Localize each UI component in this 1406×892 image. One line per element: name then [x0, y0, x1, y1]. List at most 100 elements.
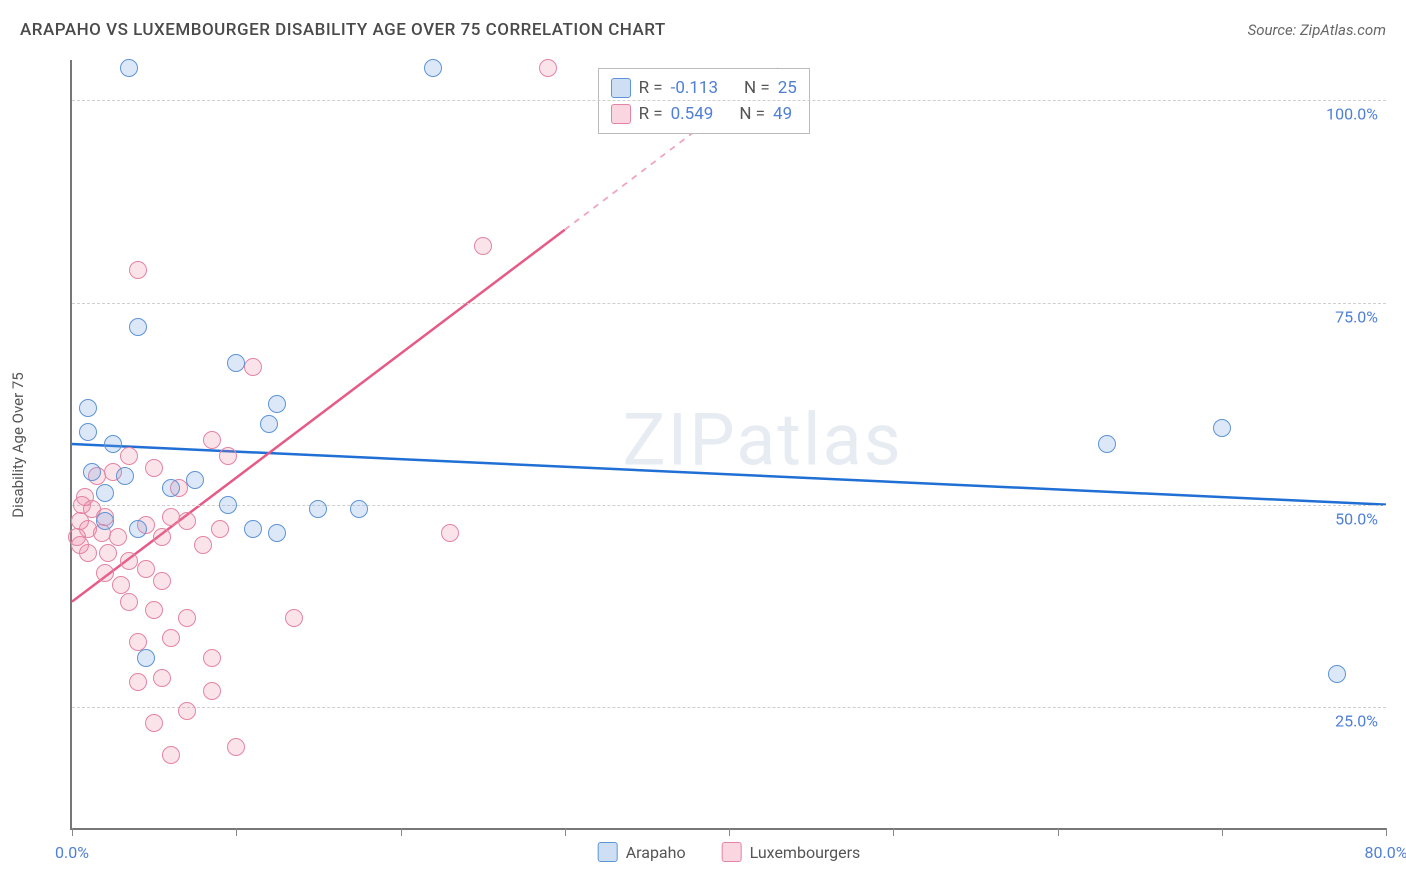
data-point-luxembourgers	[120, 552, 138, 570]
x-tick	[1386, 828, 1387, 836]
data-point-luxembourgers	[73, 496, 91, 514]
data-point-luxembourgers	[178, 702, 196, 720]
data-point-arapaho	[309, 500, 327, 518]
x-tick	[1222, 828, 1223, 836]
data-point-arapaho	[162, 479, 180, 497]
data-point-luxembourgers	[203, 431, 221, 449]
y-tick-label: 75.0%	[1335, 307, 1378, 326]
n-value-arapaho: 25	[778, 78, 797, 98]
x-tick	[565, 828, 566, 836]
n-label: N =	[744, 78, 770, 98]
y-tick-label: 50.0%	[1335, 509, 1378, 528]
data-point-arapaho	[137, 649, 155, 667]
data-point-arapaho	[120, 59, 138, 77]
gridline	[72, 100, 1386, 101]
data-point-luxembourgers	[194, 536, 212, 554]
data-point-luxembourgers	[441, 524, 459, 542]
data-point-luxembourgers	[162, 746, 180, 764]
r-value-luxembourgers: 0.549	[671, 104, 714, 124]
data-point-arapaho	[268, 524, 286, 542]
data-point-arapaho	[1328, 665, 1346, 683]
data-point-luxembourgers	[145, 459, 163, 477]
x-tick	[401, 828, 402, 836]
stats-row-luxembourgers: R = 0.549 N = 49	[611, 101, 797, 127]
chart-source: Source: ZipAtlas.com	[1248, 21, 1386, 39]
x-tick	[72, 828, 73, 836]
x-tick-label: 0.0%	[55, 843, 89, 862]
x-tick	[729, 828, 730, 836]
data-point-luxembourgers	[539, 59, 557, 77]
data-point-arapaho	[96, 512, 114, 530]
swatch-arapaho-icon	[611, 78, 631, 98]
watermark-text: ZIPatlas	[622, 397, 902, 482]
data-point-luxembourgers	[79, 544, 97, 562]
legend-label-luxembourgers: Luxembourgers	[750, 843, 861, 862]
legend-item-arapaho: Arapaho	[598, 842, 686, 862]
data-point-luxembourgers	[162, 629, 180, 647]
x-tick	[893, 828, 894, 836]
data-point-arapaho	[104, 435, 122, 453]
data-point-arapaho	[268, 395, 286, 413]
data-point-luxembourgers	[145, 601, 163, 619]
x-tick	[236, 828, 237, 836]
data-point-luxembourgers	[96, 564, 114, 582]
data-point-luxembourgers	[120, 447, 138, 465]
data-point-luxembourgers	[137, 560, 155, 578]
data-point-luxembourgers	[203, 649, 221, 667]
stats-row-arapaho: R = -0.113 N = 25	[611, 75, 797, 101]
trend-lines-svg	[72, 60, 1386, 828]
data-point-luxembourgers	[219, 447, 237, 465]
data-point-luxembourgers	[178, 609, 196, 627]
data-point-luxembourgers	[120, 593, 138, 611]
data-point-luxembourgers	[153, 669, 171, 687]
swatch-luxembourgers-icon	[722, 842, 742, 862]
r-label: R =	[639, 104, 663, 124]
data-point-arapaho	[79, 399, 97, 417]
data-point-luxembourgers	[99, 544, 117, 562]
data-point-arapaho	[244, 520, 262, 538]
r-label: R =	[639, 78, 663, 98]
data-point-arapaho	[350, 500, 368, 518]
legend-item-luxembourgers: Luxembourgers	[722, 842, 861, 862]
gridline	[72, 707, 1386, 708]
r-value-arapaho: -0.113	[671, 78, 718, 98]
data-point-luxembourgers	[162, 508, 180, 526]
y-tick-label: 25.0%	[1335, 711, 1378, 730]
swatch-luxembourgers-icon	[611, 104, 631, 124]
data-point-luxembourgers	[79, 520, 97, 538]
data-point-arapaho	[83, 463, 101, 481]
data-point-luxembourgers	[153, 528, 171, 546]
chart-container: Disability Age Over 75 ZIPatlas R = -0.1…	[46, 60, 1386, 830]
data-point-arapaho	[79, 423, 97, 441]
chart-header: ARAPAHO VS LUXEMBOURGER DISABILITY AGE O…	[20, 20, 1386, 40]
chart-title: ARAPAHO VS LUXEMBOURGER DISABILITY AGE O…	[20, 20, 666, 40]
gridline	[72, 303, 1386, 304]
data-point-luxembourgers	[227, 738, 245, 756]
data-point-arapaho	[219, 496, 237, 514]
swatch-arapaho-icon	[598, 842, 618, 862]
data-point-arapaho	[186, 471, 204, 489]
x-tick	[1058, 828, 1059, 836]
data-point-luxembourgers	[145, 714, 163, 732]
n-label: N =	[739, 104, 765, 124]
data-point-luxembourgers	[211, 520, 229, 538]
data-point-arapaho	[129, 318, 147, 336]
data-point-luxembourgers	[129, 673, 147, 691]
y-axis-label: Disability Age Over 75	[9, 372, 27, 517]
data-point-luxembourgers	[285, 609, 303, 627]
data-point-arapaho	[260, 415, 278, 433]
data-point-arapaho	[424, 59, 442, 77]
data-point-arapaho	[227, 354, 245, 372]
data-point-luxembourgers	[109, 528, 127, 546]
data-point-luxembourgers	[129, 261, 147, 279]
legend-bottom: Arapaho Luxembourgers	[598, 842, 861, 862]
data-point-luxembourgers	[203, 682, 221, 700]
y-tick-label: 100.0%	[1326, 105, 1378, 124]
data-point-luxembourgers	[474, 237, 492, 255]
data-point-arapaho	[116, 467, 134, 485]
data-point-luxembourgers	[153, 572, 171, 590]
n-value-luxembourgers: 49	[773, 104, 792, 124]
data-point-luxembourgers	[244, 358, 262, 376]
x-tick-label: 80.0%	[1365, 843, 1406, 862]
data-point-arapaho	[1213, 419, 1231, 437]
